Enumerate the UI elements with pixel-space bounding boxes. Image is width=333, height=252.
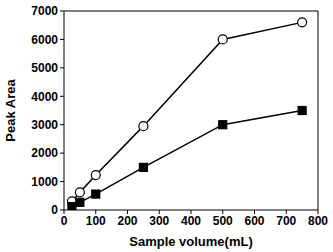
svg-text:0: 0: [61, 214, 68, 228]
svg-text:800: 800: [308, 214, 325, 228]
svg-text:1000: 1000: [31, 175, 58, 189]
svg-text:500: 500: [213, 214, 233, 228]
svg-text:600: 600: [244, 214, 264, 228]
svg-text:0: 0: [51, 203, 58, 217]
svg-text:2000: 2000: [31, 146, 58, 160]
svg-text:400: 400: [181, 214, 201, 228]
svg-text:Sample volume(mL): Sample volume(mL): [129, 234, 253, 249]
svg-text:7000: 7000: [31, 4, 58, 18]
svg-text:3000: 3000: [31, 118, 58, 132]
svg-text:6000: 6000: [31, 33, 58, 47]
svg-text:300: 300: [149, 214, 169, 228]
svg-text:5000: 5000: [31, 61, 58, 75]
svg-text:100: 100: [86, 214, 106, 228]
svg-text:200: 200: [117, 214, 137, 228]
svg-text:4000: 4000: [31, 90, 58, 104]
svg-text:Peak Area: Peak Area: [8, 79, 18, 142]
svg-text:700: 700: [276, 214, 296, 228]
